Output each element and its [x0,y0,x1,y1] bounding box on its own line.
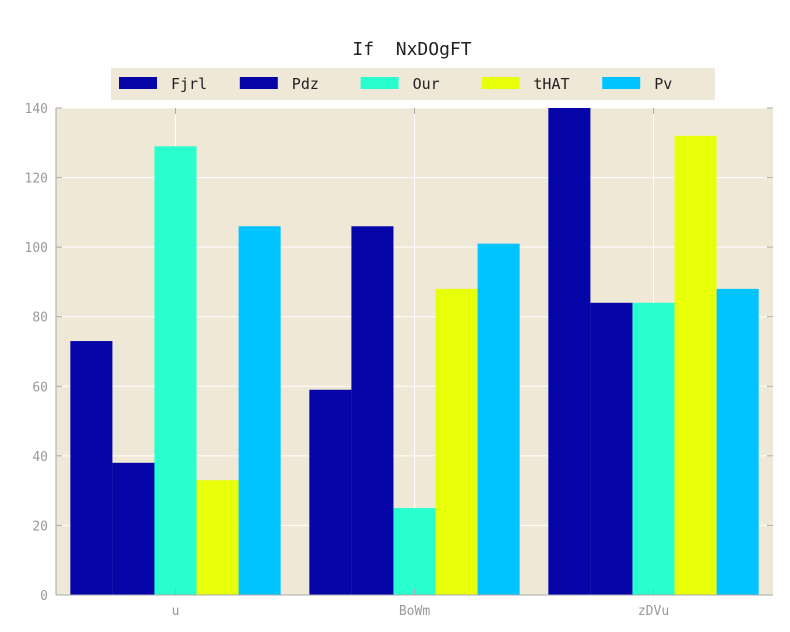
y-tick-label: 40 [32,450,48,465]
legend-swatch [119,77,157,89]
y-tick-label: 140 [25,102,48,117]
legend: Fjrl Pdz Our tHAT Pv [111,68,715,100]
bar [435,288,478,595]
bar [590,302,633,595]
legend-label: Pdz [292,75,319,93]
y-tick-label: 0 [40,589,48,604]
bar [154,146,197,595]
x-tick-label: zDVu [638,604,669,619]
legend-swatch [602,77,641,89]
legend-swatch [481,77,520,89]
bar [716,288,759,595]
bar [548,108,591,595]
bars [70,108,759,596]
y-tick-label: 80 [32,311,48,326]
bar [674,135,717,596]
x-tick-label: u [172,604,180,619]
bar [632,302,675,595]
y-tick-label: 120 [25,172,48,187]
legend-label: Our [413,75,440,93]
y-tick-label: 60 [32,380,48,395]
x-tick-label: BoWm [399,604,430,619]
chart-title: If NxDOgFT [352,39,471,60]
legend-swatch [239,77,278,89]
bar [477,243,520,595]
bar [309,389,352,595]
bar [238,226,281,595]
bar [351,226,394,595]
legend-label: Fjrl [171,75,207,93]
legend-label: tHAT [533,75,569,93]
bar [196,480,239,595]
y-tick-label: 20 [32,519,48,534]
bar [70,341,113,595]
axes: 0 20 40 60 80 100 120 140 u BoWm zDVu [25,102,773,619]
legend-label: Pv [654,75,672,93]
bar [112,462,155,595]
bar [393,508,436,595]
legend-swatch [360,77,399,89]
y-tick-label: 100 [25,241,48,256]
